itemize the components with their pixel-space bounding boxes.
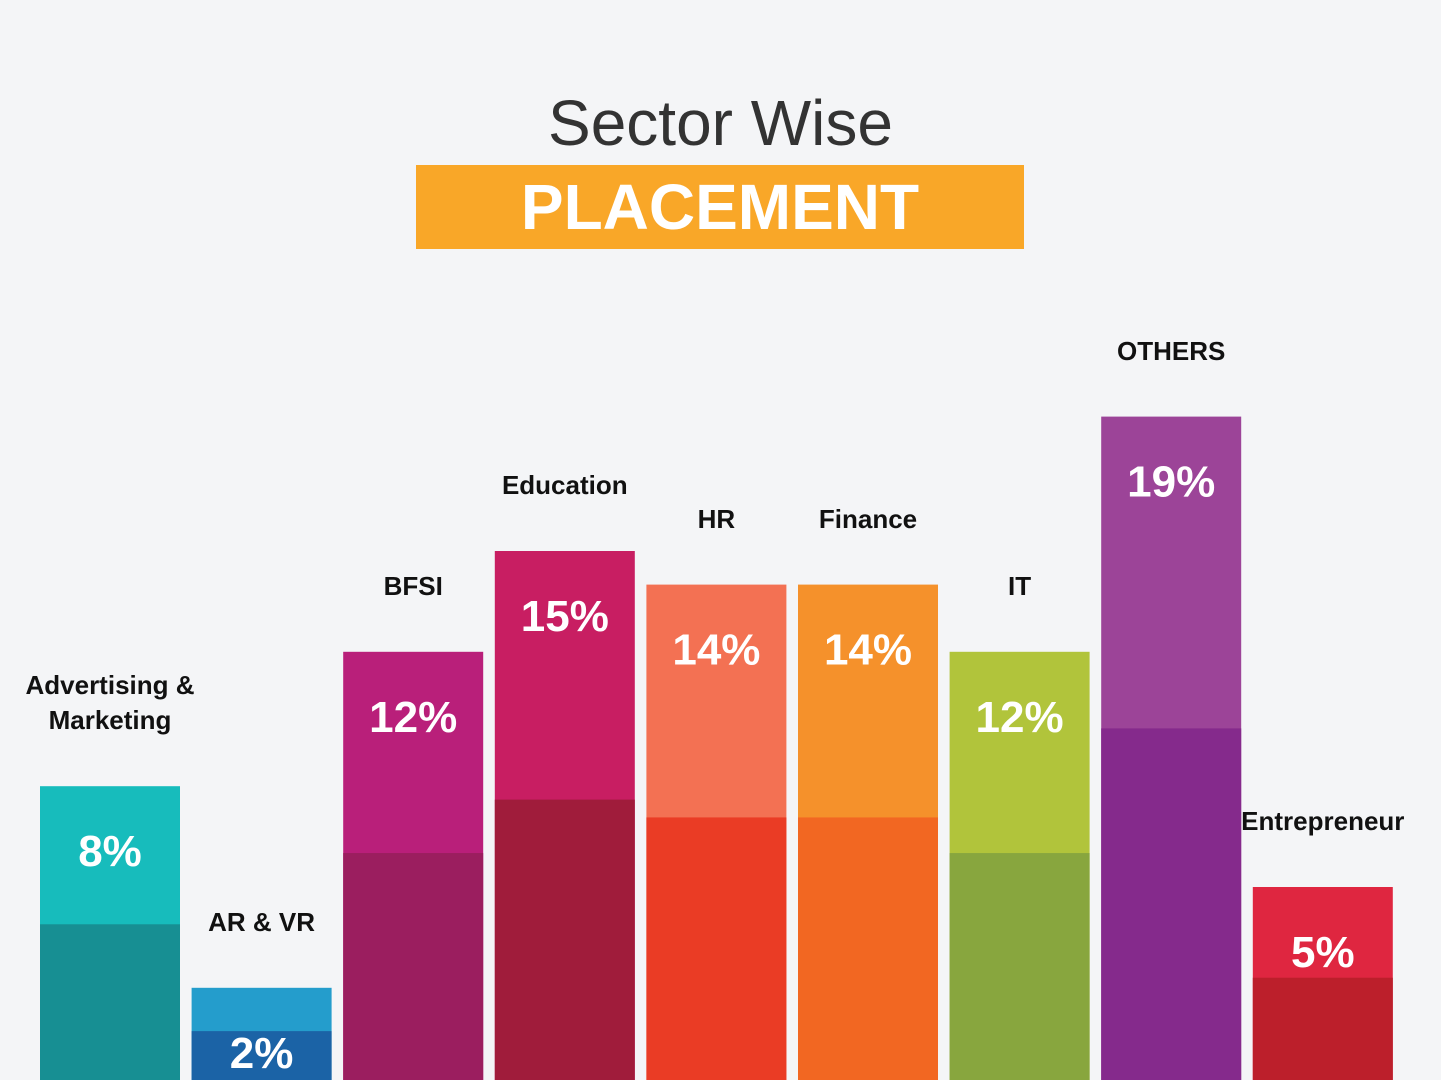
bar-shade [1252, 977, 1393, 1080]
bar-shade [343, 853, 484, 1080]
bar-shade [798, 817, 938, 1080]
chart-title: Sector Wise [548, 87, 893, 159]
category-label: Education [501, 470, 628, 500]
bar-shade [1101, 728, 1242, 1080]
category-label: Finance [818, 503, 918, 534]
value-label: 19% [1127, 458, 1215, 507]
value-label: 5% [1291, 928, 1355, 977]
category-label: BFSI [383, 570, 443, 601]
value-label: 12% [369, 693, 457, 742]
value-label: 8% [78, 827, 142, 876]
bar-shade [40, 924, 180, 1080]
bar-shade [646, 817, 787, 1080]
value-label: 2% [230, 1029, 294, 1078]
category-label: Advertising & Marketing [25, 670, 195, 736]
category-label: IT [1008, 570, 1032, 601]
chart-subtitle: PLACEMENT [416, 165, 1024, 249]
value-label: 14% [824, 626, 912, 675]
category-label: OTHERS [1117, 335, 1226, 366]
bar-shade [949, 853, 1090, 1080]
value-label: 12% [976, 693, 1064, 742]
category-label: HR [697, 503, 736, 534]
value-label: 15% [521, 592, 609, 641]
value-label: 14% [672, 626, 760, 675]
bar-shade [494, 799, 635, 1080]
category-label: Entrepreneur [1241, 806, 1405, 836]
category-label: AR & VR [208, 906, 316, 937]
bar-shade [191, 1031, 332, 1080]
